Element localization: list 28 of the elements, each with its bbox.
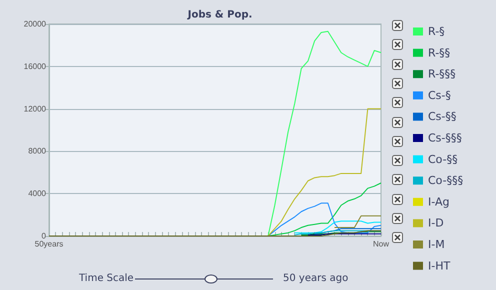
legend-label: R-§§ [428, 46, 450, 60]
legend-label: Cs-§ [428, 88, 451, 102]
legend-label: R-§ [428, 25, 445, 38]
y-tick-label: 0 [42, 232, 47, 240]
y-tick-label: 20000 [24, 20, 47, 28]
line-series [268, 108, 382, 236]
legend-label: Cs-§§§ [428, 132, 462, 144]
legend-label: R-§§§ [428, 68, 456, 81]
x-tick-label: Now [372, 240, 390, 248]
legend-label: Cs-§§ [428, 110, 456, 124]
line-series [294, 220, 382, 234]
y-tick-label: 12000 [24, 104, 47, 114]
line-series [268, 30, 382, 236]
text: Time Scale [79, 273, 134, 284]
legend-label: I-D [428, 216, 444, 230]
y-tick-label: 8000 [28, 146, 47, 156]
y-tick-label: 4000 [28, 189, 47, 198]
legend-label: Co-§§§ [428, 174, 464, 188]
line-series [268, 202, 382, 236]
y-tick-label: 16000 [24, 62, 47, 71]
x-tick-label: 50years [34, 240, 64, 248]
legend-label: Co-§§ [428, 152, 458, 166]
text: 50 years ago [283, 273, 348, 284]
legend-label: I-Ag [428, 195, 450, 208]
chart-title: Jobs & Pop. [186, 10, 252, 20]
legend-label: I-HT [428, 259, 450, 272]
line-series [268, 182, 382, 236]
legend-label: I-M [428, 238, 445, 251]
